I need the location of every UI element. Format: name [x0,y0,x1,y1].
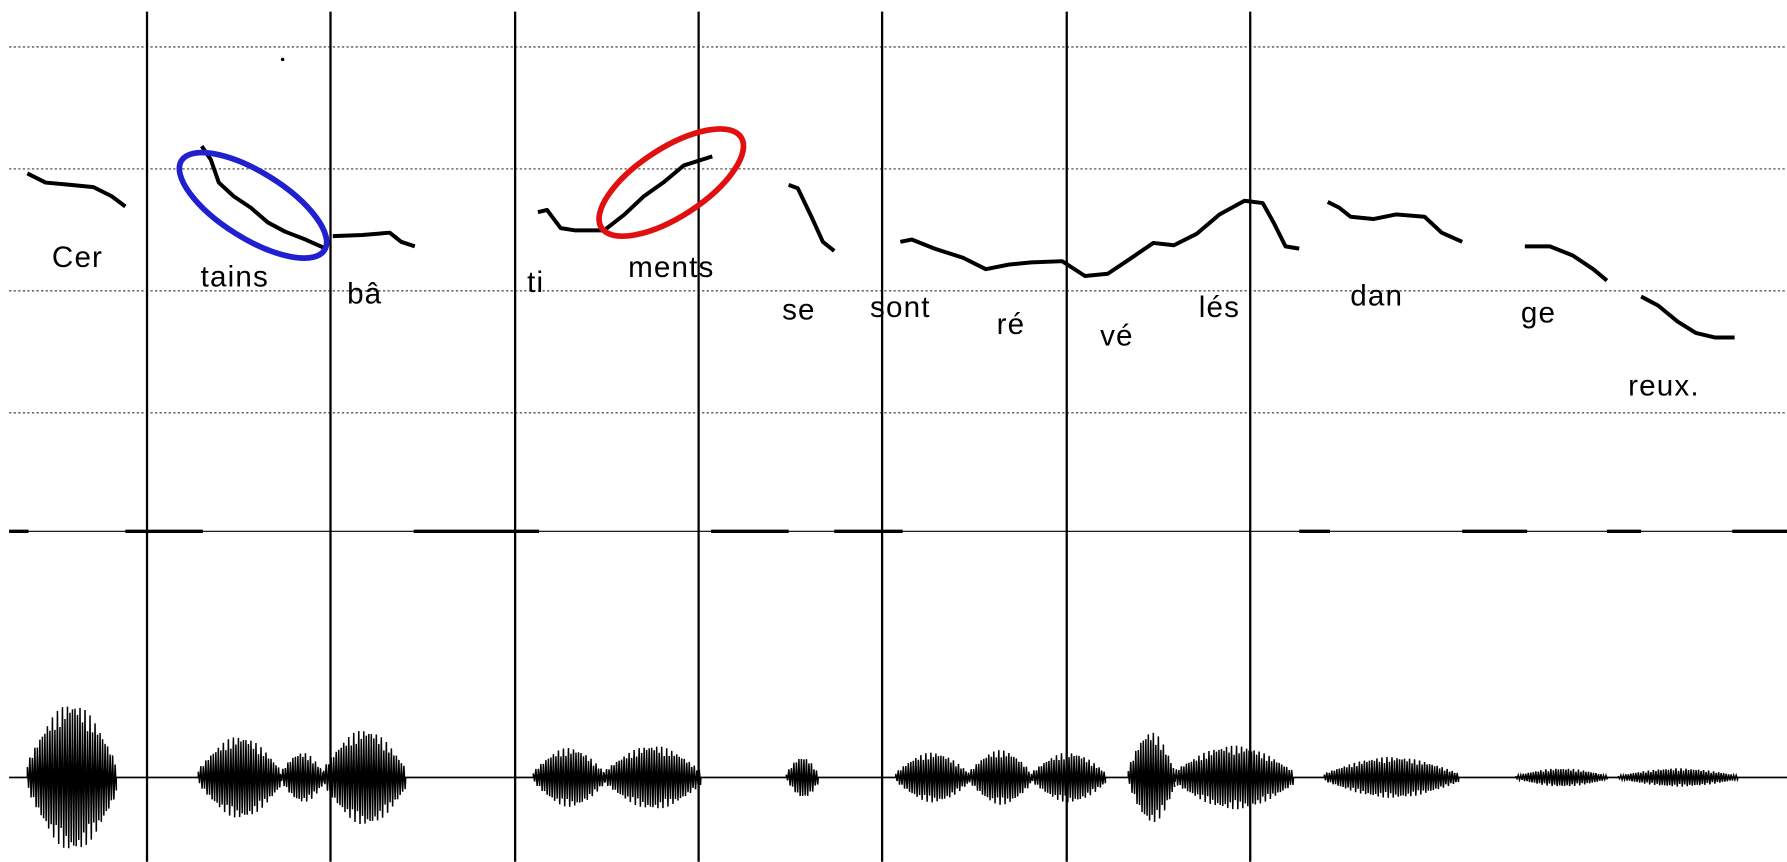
grid [9,46,1787,779]
pitch-contour [899,198,1300,278]
syllable: ti [527,266,544,299]
syllables: Cer tains bâ ti ments se sont ré vé lés … [52,241,1700,403]
pitch-contour [26,171,127,209]
syllable: bâ [347,277,382,310]
syllable: sont [870,291,931,324]
pitch-contour [1524,244,1609,283]
pitch-contour [200,144,327,251]
highlight-fall [176,149,330,261]
syllable: se [782,293,816,326]
boundaries [145,11,1252,862]
pitch-contour [787,182,836,253]
syllable: vé [1100,320,1134,353]
pitch-contour [537,154,713,233]
pitch-contour [1640,294,1735,340]
syllable: Cer [52,241,103,274]
syllable: ge [1521,297,1556,330]
syllable: dan [1350,280,1403,313]
pitch-contour [332,230,416,249]
syllable: tains [201,260,269,293]
syllable: ré [997,308,1026,341]
syllable: reux. [1628,370,1700,403]
pitch-contour [1326,200,1464,244]
highlight-rise [596,126,747,240]
pitch-point [280,57,285,62]
pitch-contours [26,57,1735,340]
waveform [9,706,1787,849]
syllable: lés [1199,291,1240,324]
syllable: ments [628,251,714,284]
